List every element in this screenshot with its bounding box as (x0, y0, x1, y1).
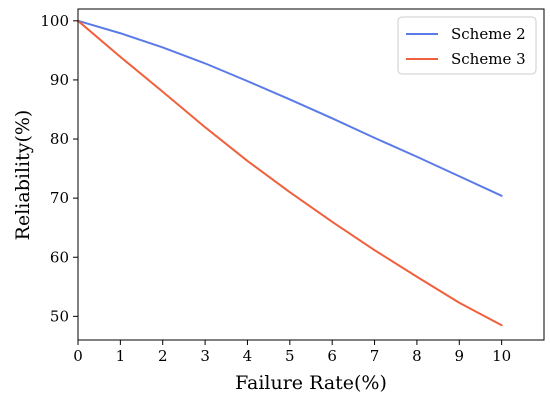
legend: Scheme 2 Scheme 3 (397, 16, 537, 75)
plot-frame (77, 8, 545, 341)
x-tick-label-0: 0 (73, 347, 83, 365)
x-tick-label-1: 1 (116, 347, 126, 365)
x-tick-label-4: 4 (243, 347, 253, 365)
y-tick-label-70: 70 (50, 189, 69, 207)
x-tick-label-10: 10 (492, 347, 511, 365)
legend-label-scheme-2: Scheme 2 (451, 25, 526, 43)
x-tick-label-3: 3 (200, 347, 210, 365)
x-axis: 0 1 2 3 4 5 6 7 8 9 10 (73, 340, 511, 365)
y-tick-label-60: 60 (50, 248, 69, 266)
x-axis-title: Failure Rate(%) (235, 372, 387, 394)
y-axis: 50 60 70 80 90 100 (40, 12, 78, 325)
x-tick-label-8: 8 (412, 347, 422, 365)
x-tick-label-9: 9 (454, 347, 464, 365)
x-tick-label-2: 2 (158, 347, 168, 365)
series-layer (77, 19, 503, 327)
y-tick-label-80: 80 (50, 130, 69, 148)
y-tick-label-50: 50 (50, 307, 69, 325)
legend-label-scheme-3: Scheme 3 (451, 50, 526, 68)
y-tick-label-90: 90 (50, 71, 69, 89)
series-line-scheme-2 (77, 19, 503, 197)
x-tick-label-6: 6 (327, 347, 337, 365)
y-axis-title: Reliability(%) (12, 110, 34, 241)
series-line-scheme-3 (77, 19, 503, 327)
x-tick-label-5: 5 (285, 347, 295, 365)
x-tick-label-7: 7 (370, 347, 380, 365)
y-tick-label-100: 100 (40, 12, 69, 30)
